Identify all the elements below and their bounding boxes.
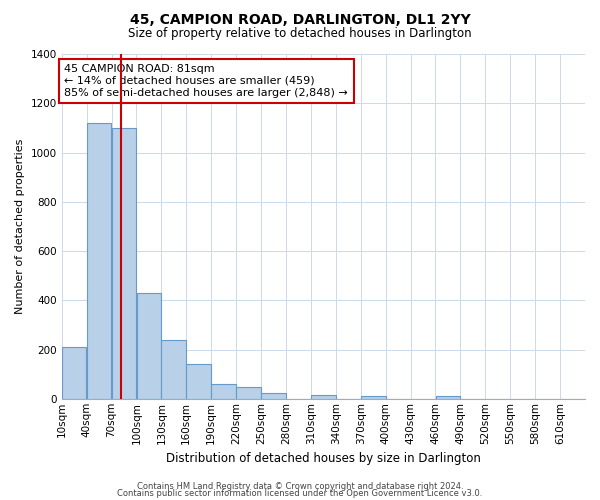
Text: 45 CAMPION ROAD: 81sqm
← 14% of detached houses are smaller (459)
85% of semi-de: 45 CAMPION ROAD: 81sqm ← 14% of detached… bbox=[64, 64, 348, 98]
Bar bbox=[211, 384, 236, 399]
Bar bbox=[236, 387, 261, 399]
Text: 45, CAMPION ROAD, DARLINGTON, DL1 2YY: 45, CAMPION ROAD, DARLINGTON, DL1 2YY bbox=[130, 12, 470, 26]
Text: Contains public sector information licensed under the Open Government Licence v3: Contains public sector information licen… bbox=[118, 488, 482, 498]
Bar bbox=[261, 394, 286, 399]
Bar bbox=[436, 396, 460, 399]
Bar bbox=[112, 128, 136, 399]
Bar bbox=[311, 395, 335, 399]
Text: Size of property relative to detached houses in Darlington: Size of property relative to detached ho… bbox=[128, 28, 472, 40]
X-axis label: Distribution of detached houses by size in Darlington: Distribution of detached houses by size … bbox=[166, 452, 481, 465]
Y-axis label: Number of detached properties: Number of detached properties bbox=[15, 139, 25, 314]
Bar bbox=[62, 347, 86, 399]
Bar bbox=[361, 396, 386, 399]
Bar bbox=[87, 123, 112, 399]
Bar bbox=[187, 364, 211, 399]
Text: Contains HM Land Registry data © Crown copyright and database right 2024.: Contains HM Land Registry data © Crown c… bbox=[137, 482, 463, 491]
Bar bbox=[161, 340, 186, 399]
Bar bbox=[137, 293, 161, 399]
